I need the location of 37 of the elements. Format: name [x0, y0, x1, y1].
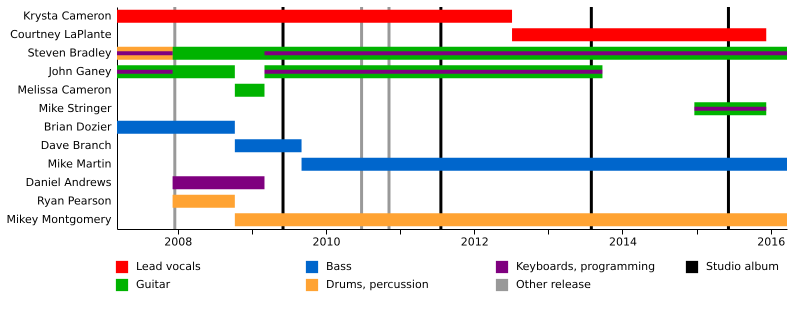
y-tick-label: Ryan Pearson: [37, 194, 112, 208]
y-tick-label: John Ganey: [48, 64, 112, 78]
y-tick-label: Mike Stringer: [38, 102, 112, 115]
legend-label: Guitar: [136, 278, 171, 291]
legend-label: Drums, percussion: [326, 278, 429, 291]
y-tick-label: Mike Martin: [48, 157, 112, 170]
bar: [264, 51, 787, 56]
bar: [117, 10, 512, 23]
x-tick-label: 2010: [312, 236, 341, 248]
y-tick-label: Krysta Cameron: [23, 9, 112, 22]
bar: [234, 213, 787, 226]
x-tick-label: 2016: [757, 236, 786, 248]
legend-label: Other release: [516, 278, 592, 291]
legend-label: Bass: [326, 260, 352, 273]
bar: [117, 51, 173, 56]
y-tick-label: Brian Dozier: [44, 120, 112, 134]
bar: [264, 70, 602, 74]
y-tick-label: Mikey Montgomery: [6, 212, 112, 226]
y-tick-label: Daniel Andrews: [26, 176, 112, 189]
legend-label: Studio album: [706, 260, 779, 273]
legend-label: Lead vocals: [136, 260, 202, 273]
legend-label: Keyboards, programming: [516, 260, 656, 273]
bar: [234, 139, 302, 152]
y-tick-label: Steven Bradley: [28, 46, 112, 60]
y-tick-label: Dave Branch: [40, 138, 112, 152]
x-tick-label: 2008: [164, 236, 192, 248]
x-tick-label: 2014: [608, 236, 637, 248]
x-tick-label: 2012: [460, 236, 489, 248]
bar: [117, 120, 235, 134]
bar: [512, 28, 766, 42]
bar: [234, 84, 264, 97]
y-tick-label: Courtney LaPlante: [10, 28, 112, 41]
y-tick-label: Melissa Cameron: [18, 83, 112, 96]
bar: [694, 106, 766, 111]
bar: [302, 158, 787, 171]
bar: [117, 70, 173, 74]
bar: [172, 194, 235, 208]
